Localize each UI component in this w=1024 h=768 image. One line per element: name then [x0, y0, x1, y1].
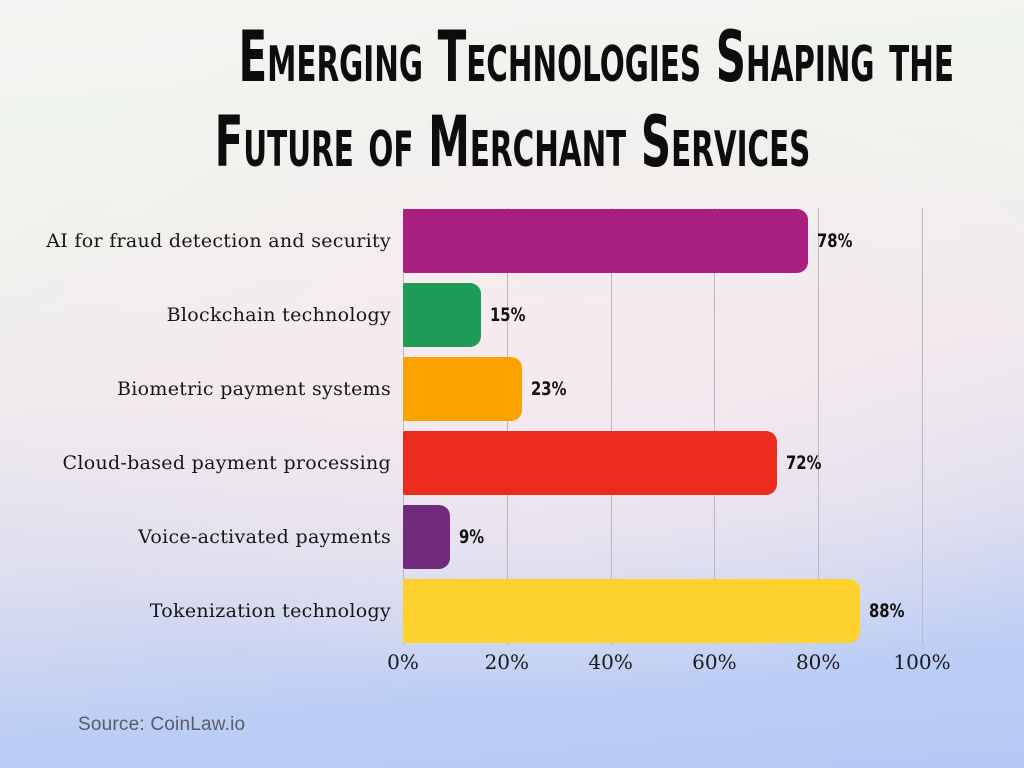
category-label: Voice-activated payments — [138, 526, 391, 548]
category-label: Tokenization technology — [149, 600, 391, 622]
bar — [403, 431, 777, 495]
value-label: 78% — [816, 230, 853, 252]
value-label: 15% — [489, 304, 526, 326]
tick-label-60%: 60% — [692, 650, 737, 674]
tick-label-40%: 40% — [588, 650, 633, 674]
category-label: Blockchain technology — [166, 304, 391, 326]
bar-row: Tokenization technology 88% — [0, 579, 1024, 643]
bar-row: AI for fraud detection and security 78% — [0, 209, 1024, 273]
bar-row: Biometric payment systems 23% — [0, 357, 1024, 421]
gridline-100 — [922, 208, 923, 645]
gridline-40 — [610, 208, 612, 645]
gridline-60 — [714, 208, 716, 645]
value-label: 72% — [785, 452, 822, 474]
bar — [403, 505, 450, 569]
bar-row: Blockchain technology 15% — [0, 283, 1024, 347]
tick-label-0%: 0% — [387, 650, 419, 674]
x-axis-tick-labels: 0% 20% 40% 60% 80% 100% — [387, 650, 950, 678]
value-label: 9% — [458, 526, 484, 548]
category-label: Cloud-based payment processing — [62, 452, 391, 474]
bar — [403, 357, 523, 421]
bar-row: Voice-activated payments 9% — [0, 505, 1024, 569]
source-credit: Source: CoinLaw.io — [78, 714, 246, 735]
bar — [403, 209, 808, 273]
chart-title-line-2: Future of Merchant Services — [214, 101, 810, 183]
tick-label-100%: 100% — [893, 650, 951, 674]
bar — [403, 579, 860, 643]
category-label: AI for fraud detection and security — [46, 230, 391, 252]
value-label: 88% — [868, 600, 905, 622]
plot-gridlines — [403, 208, 923, 645]
bar-rows: AI for fraud detection and security 78% Bl… — [0, 208, 1024, 645]
gridline-80 — [818, 208, 820, 645]
chart-title: Emerging Technologies Shaping the Future… — [0, 16, 1024, 194]
gridline-0 — [403, 208, 404, 645]
bar-row: Cloud-based payment processing 72% — [0, 431, 1024, 495]
category-label: Biometric payment systems — [117, 378, 391, 400]
bar — [403, 283, 481, 347]
chart-title-line-1: Emerging Technologies Shaping the — [238, 16, 954, 98]
tick-label-20%: 20% — [484, 650, 530, 674]
value-label: 23% — [531, 378, 567, 400]
tick-label-80%: 80% — [795, 650, 841, 674]
gridline-20 — [506, 208, 508, 645]
